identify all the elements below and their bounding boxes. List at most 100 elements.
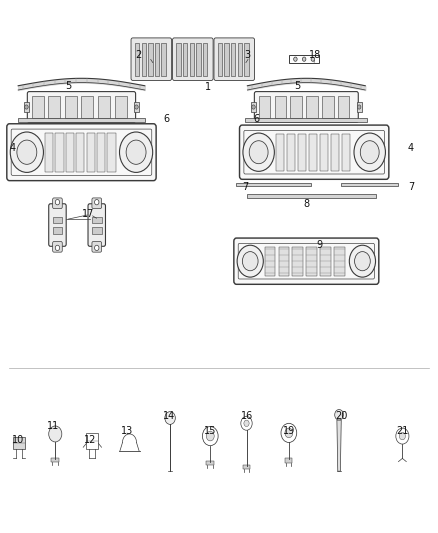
Bar xyxy=(342,134,350,171)
Bar xyxy=(177,43,181,76)
Circle shape xyxy=(355,252,370,271)
Circle shape xyxy=(242,252,258,271)
Circle shape xyxy=(350,245,375,277)
Bar xyxy=(320,134,328,171)
Text: 9: 9 xyxy=(316,240,322,250)
Text: 3: 3 xyxy=(244,50,251,60)
Bar xyxy=(251,102,256,112)
Bar xyxy=(237,183,311,187)
Text: 18: 18 xyxy=(309,50,321,60)
Polygon shape xyxy=(337,420,341,471)
Bar xyxy=(203,43,207,76)
Bar xyxy=(287,134,295,171)
Circle shape xyxy=(10,132,43,172)
Circle shape xyxy=(354,133,385,171)
Circle shape xyxy=(244,420,249,426)
Bar xyxy=(115,96,127,118)
Bar xyxy=(161,43,166,76)
Bar xyxy=(357,102,362,112)
Bar xyxy=(244,43,248,76)
Circle shape xyxy=(293,57,297,61)
FancyBboxPatch shape xyxy=(240,125,389,179)
Bar xyxy=(259,96,270,118)
Circle shape xyxy=(25,105,28,109)
Text: 8: 8 xyxy=(303,199,309,209)
Bar xyxy=(290,96,302,118)
Bar xyxy=(206,461,214,465)
Bar xyxy=(45,133,53,172)
Bar xyxy=(243,465,250,469)
FancyBboxPatch shape xyxy=(53,198,62,208)
Bar xyxy=(286,458,292,463)
Bar xyxy=(141,43,146,76)
Bar xyxy=(190,43,194,76)
Text: 7: 7 xyxy=(242,182,248,192)
Circle shape xyxy=(135,105,138,109)
FancyBboxPatch shape xyxy=(214,38,254,80)
Bar xyxy=(92,227,102,233)
FancyBboxPatch shape xyxy=(53,241,62,252)
Bar xyxy=(331,134,339,171)
Text: 12: 12 xyxy=(84,435,96,446)
Circle shape xyxy=(95,199,99,205)
Bar xyxy=(155,43,159,76)
Bar xyxy=(53,216,62,223)
FancyBboxPatch shape xyxy=(173,38,213,80)
Bar xyxy=(322,96,334,118)
FancyBboxPatch shape xyxy=(92,241,102,252)
Text: 21: 21 xyxy=(396,426,409,437)
Text: 4: 4 xyxy=(408,143,414,153)
Text: 17: 17 xyxy=(82,209,94,220)
Text: 5: 5 xyxy=(65,81,71,91)
Text: 19: 19 xyxy=(283,426,295,437)
Circle shape xyxy=(95,245,99,251)
Bar xyxy=(32,96,44,118)
Bar xyxy=(56,133,64,172)
Circle shape xyxy=(237,245,263,277)
Circle shape xyxy=(243,133,274,171)
Circle shape xyxy=(249,141,268,164)
Circle shape xyxy=(399,432,406,440)
Bar xyxy=(51,458,59,462)
Text: 11: 11 xyxy=(47,421,59,431)
Bar xyxy=(98,96,110,118)
Bar xyxy=(81,96,93,118)
Bar xyxy=(18,118,145,122)
Bar xyxy=(276,134,284,171)
Bar xyxy=(218,43,223,76)
Circle shape xyxy=(285,428,293,438)
Circle shape xyxy=(120,132,153,172)
FancyBboxPatch shape xyxy=(254,92,358,123)
Bar xyxy=(293,247,303,276)
Circle shape xyxy=(311,57,314,61)
Circle shape xyxy=(55,199,60,205)
Text: 6: 6 xyxy=(163,114,170,124)
Bar xyxy=(306,96,318,118)
Circle shape xyxy=(357,105,361,109)
Circle shape xyxy=(206,431,214,441)
Bar xyxy=(24,102,29,112)
Bar xyxy=(92,216,102,223)
Bar xyxy=(134,102,139,112)
Bar xyxy=(338,96,350,118)
Circle shape xyxy=(165,411,175,424)
FancyBboxPatch shape xyxy=(88,204,106,246)
Bar xyxy=(298,134,306,171)
Bar xyxy=(87,133,95,172)
Bar xyxy=(265,247,276,276)
Bar xyxy=(135,43,139,76)
Bar xyxy=(97,133,105,172)
Bar xyxy=(66,133,74,172)
Text: 16: 16 xyxy=(241,411,254,422)
Bar xyxy=(334,247,345,276)
Bar xyxy=(247,195,376,198)
Text: 20: 20 xyxy=(335,411,347,422)
Bar xyxy=(86,433,99,449)
FancyBboxPatch shape xyxy=(27,92,136,123)
Text: 4: 4 xyxy=(10,143,15,153)
Bar xyxy=(237,43,242,76)
FancyBboxPatch shape xyxy=(49,204,66,246)
Text: 2: 2 xyxy=(135,50,141,60)
Bar xyxy=(309,134,317,171)
Bar xyxy=(320,247,331,276)
